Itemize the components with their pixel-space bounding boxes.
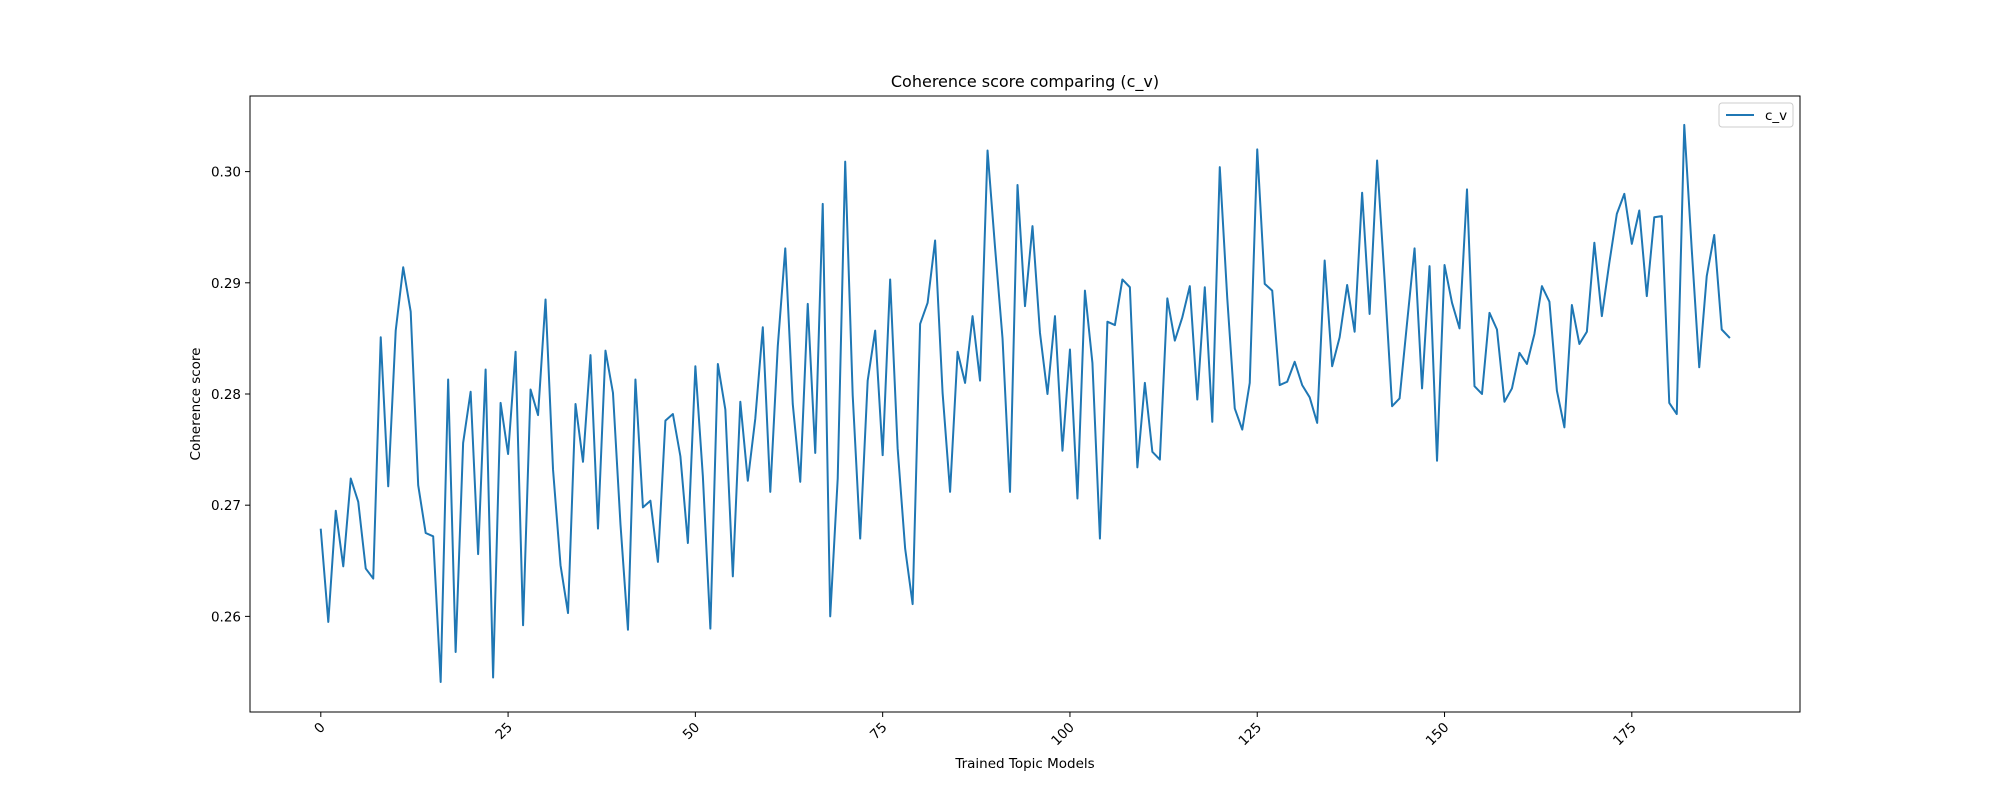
y-tick-label: 0.27	[211, 498, 241, 514]
legend-label-c_v: c_v	[1765, 108, 1787, 124]
y-axis-label: Coherence score	[188, 348, 204, 461]
y-tick-label: 0.30	[211, 165, 241, 181]
plot-area	[250, 96, 1800, 712]
chart-title: Coherence score comparing (c_v)	[891, 72, 1159, 92]
series-line-c_v	[319, 123, 1731, 683]
x-axis-label: Trained Topic Models	[954, 756, 1094, 772]
legend-box	[1718, 102, 1794, 128]
y-tick-label: 0.28	[211, 387, 241, 403]
legend: c_v	[1718, 102, 1794, 128]
marks-layer	[319, 123, 1731, 683]
y-tick-label: 0.29	[211, 276, 241, 292]
y-tick-label: 0.26	[211, 609, 241, 625]
plot-frame	[249, 95, 1801, 713]
